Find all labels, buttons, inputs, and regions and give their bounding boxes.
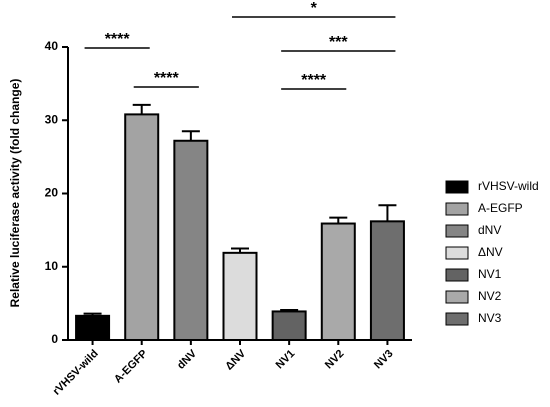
- x-tick-label: NV1: [274, 348, 298, 372]
- legend-label: A-EGFP: [478, 201, 523, 215]
- bar: [124, 113, 160, 341]
- legend-label: NV1: [478, 267, 502, 281]
- y-tick-label: 40: [45, 39, 59, 53]
- legend-label: ΔNV: [478, 245, 503, 259]
- legend-swatch: [445, 180, 469, 194]
- significance-label: ****: [154, 70, 180, 87]
- bar: [320, 222, 356, 341]
- bar: [75, 314, 111, 342]
- x-tick-label: rVHSV-wild: [51, 348, 101, 398]
- bar: [222, 251, 258, 342]
- x-tick-label: dNV: [175, 347, 200, 372]
- y-axis-label: Relative luciferase activity (fold chang…: [8, 79, 22, 308]
- y-tick-label: 20: [45, 186, 59, 200]
- legend-swatch: [445, 268, 469, 282]
- x-tick-label: A-EGFP: [112, 348, 150, 386]
- y-tick-label: 30: [45, 112, 59, 126]
- significance-label: ****: [301, 72, 327, 89]
- bar: [271, 310, 307, 341]
- bar: [173, 139, 209, 341]
- x-tick-label: ΔNV: [223, 347, 248, 372]
- x-tick-label: NV3: [372, 348, 396, 372]
- significance-label: *: [311, 0, 318, 17]
- legend-swatch: [445, 224, 469, 238]
- legend-label: dNV: [478, 223, 501, 237]
- bar: [369, 220, 405, 342]
- x-tick-label: NV2: [323, 348, 347, 372]
- legend-swatch: [445, 312, 469, 326]
- y-tick-label: 10: [45, 259, 59, 273]
- significance-label: ****: [105, 31, 131, 48]
- legend-swatch: [445, 246, 469, 260]
- legend-label: NV2: [478, 289, 502, 303]
- legend-swatch: [445, 290, 469, 304]
- y-tick-label: 0: [51, 332, 58, 346]
- legend-label: rVHSV-wild: [478, 179, 539, 193]
- legend-swatch: [445, 202, 469, 216]
- legend-label: NV3: [478, 311, 502, 325]
- significance-label: ***: [329, 34, 348, 51]
